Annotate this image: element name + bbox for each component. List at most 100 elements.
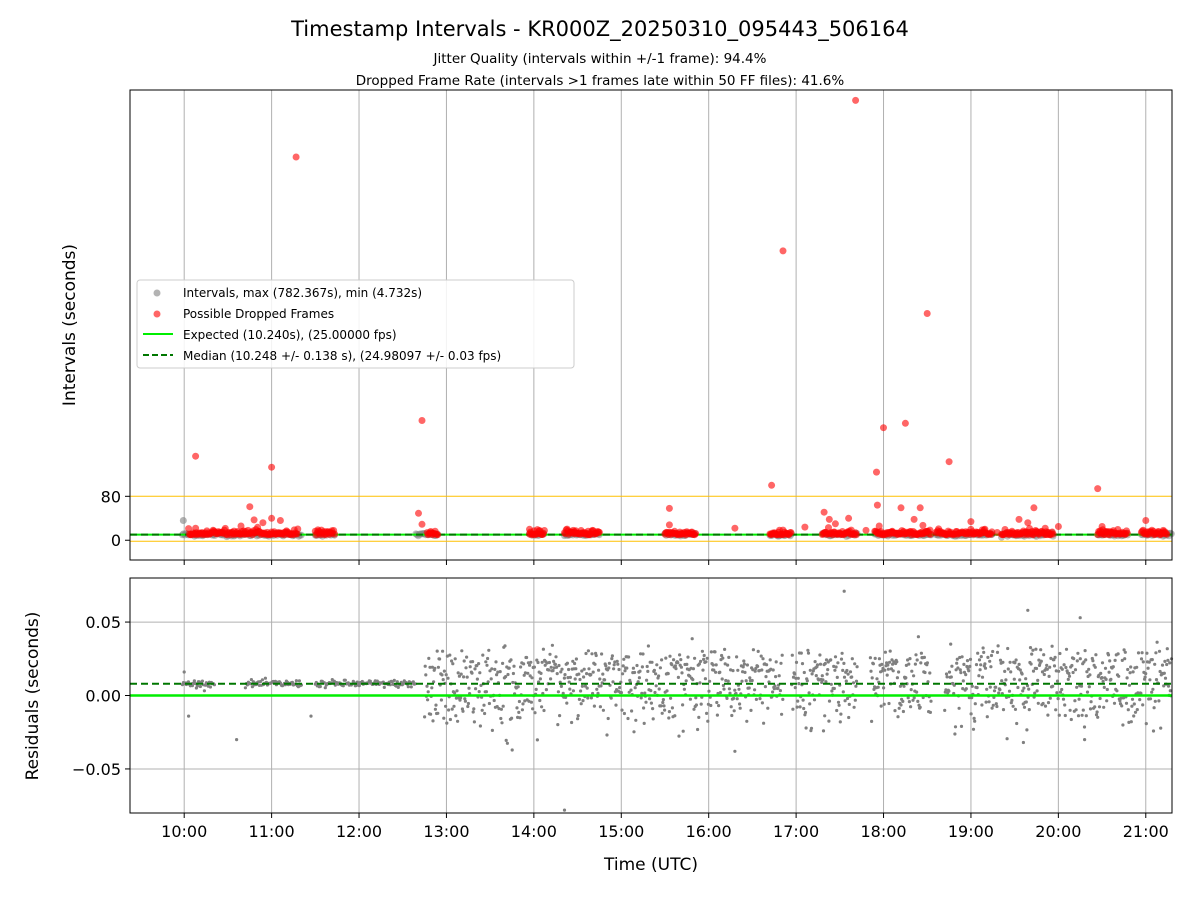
residual-point [883,668,887,672]
dropped-frame-point [988,528,996,536]
residual-point [565,701,569,705]
residual-point [470,671,474,675]
residual-point [504,738,508,743]
residual-point [1078,616,1082,620]
residual-point [715,700,719,705]
residual-point [532,665,537,669]
residual-point [745,719,749,723]
residual-point [649,689,653,693]
residual-point [527,699,531,703]
residual-point [639,696,643,700]
residual-point [670,663,674,667]
residual-point [678,653,682,657]
residual-point [1051,684,1055,688]
residual-point [616,662,620,666]
residual-point [1135,665,1139,669]
residual-point [724,678,728,683]
residual-point [1026,608,1030,612]
residual-point [543,663,547,667]
residual-point [1100,676,1104,680]
residual-point [872,687,876,692]
residual-point [544,688,549,692]
residual-point [1153,699,1157,703]
residual-point [571,659,575,663]
dropped-frame-point [825,515,833,523]
residual-point [1082,660,1086,664]
residual-point [601,708,606,712]
residual-point [627,655,631,659]
residual-point [577,672,581,676]
residual-point [474,687,478,691]
residual-point [547,668,551,672]
residual-point [1048,696,1052,700]
residual-point [654,672,658,676]
residual-point [459,696,463,700]
residual-point [574,667,578,671]
residual-point [467,686,471,690]
dropped-frames-series [185,96,1171,539]
residual-point [912,674,916,678]
residual-point [669,696,673,700]
residual-point [455,689,459,693]
residual-point [584,651,588,656]
residual-point [944,672,949,676]
residual-point [642,721,646,726]
residual-point [1138,698,1142,702]
residual-point [968,664,972,669]
residual-point [911,698,915,702]
residual-point [1132,702,1136,706]
dropped-frame-point [880,424,887,432]
residual-point [531,707,535,711]
residual-point [650,660,654,664]
intervals-axes-frame [129,89,1173,561]
residual-point [574,657,579,661]
residual-point [642,706,646,710]
residual-point [462,659,466,663]
residual-point [990,706,994,710]
residual-point [888,660,892,664]
residual-point [465,655,469,659]
residual-point [486,656,490,661]
residual-point [844,679,848,683]
residual-point [781,697,785,702]
dropped-frame-point [967,518,975,526]
residual-point [833,668,837,672]
residual-point [845,696,850,701]
residual-point [601,672,605,676]
residual-point [1133,710,1138,714]
residual-point [590,652,594,656]
residual-point [589,673,593,677]
residual-point [596,691,600,696]
residual-point [854,684,858,688]
residual-point [579,689,583,693]
residual-point [1163,676,1168,680]
residual-point [700,649,705,653]
residual-point [552,659,556,664]
residual-point [446,676,450,680]
residual-point [426,698,430,702]
residual-point [883,650,888,654]
residual-point [827,719,831,723]
residual-point [726,663,730,667]
residual-point [614,703,618,707]
residual-point [585,686,589,690]
residual-point [873,656,877,661]
dropped-frame-point [927,530,935,538]
residual-point [1121,696,1126,700]
residual-point [815,663,820,667]
residuals-y-tick-label: 0.05 [85,613,121,632]
residual-point [425,684,429,688]
residual-point [1143,675,1147,679]
residuals-y-tick-label: −0.05 [72,760,121,779]
residual-point [1055,691,1059,695]
residual-point [1001,708,1006,712]
residual-point [1147,660,1151,664]
residual-point [1145,651,1149,655]
residual-point [609,696,613,700]
residual-point [603,678,607,682]
residual-point [1000,679,1004,683]
residual-point [1165,662,1169,667]
residual-point [850,657,854,661]
residual-point [494,660,498,664]
residual-point [718,691,723,695]
